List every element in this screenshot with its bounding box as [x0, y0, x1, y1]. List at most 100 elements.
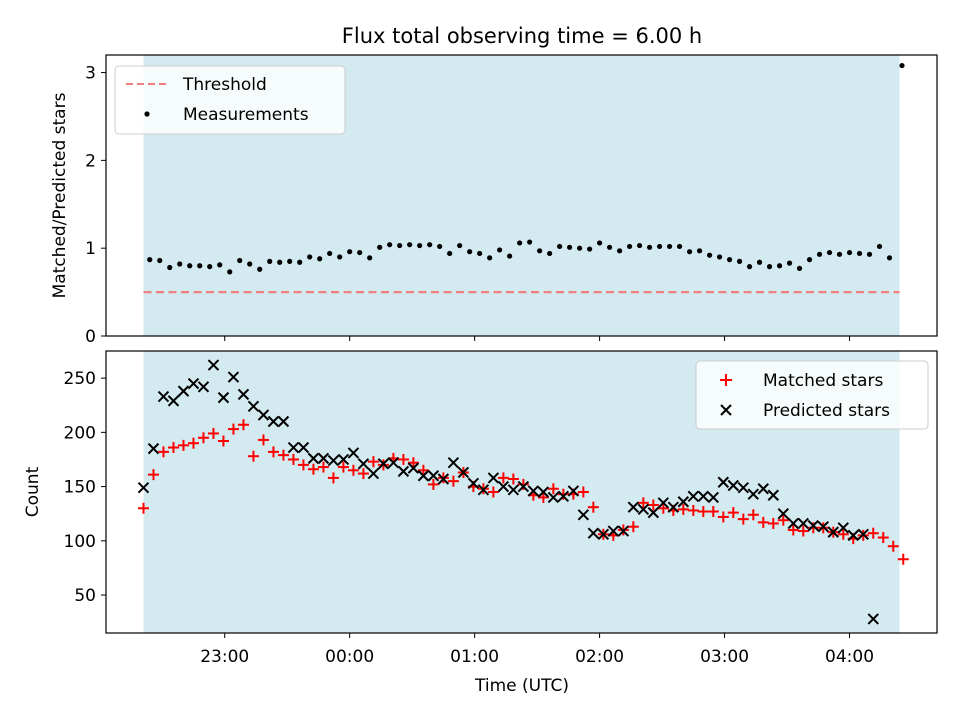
predicted-point — [727, 479, 740, 492]
matched-point — [137, 502, 149, 514]
predicted-point — [857, 528, 869, 541]
predicted-point — [377, 458, 390, 470]
matched-point — [787, 524, 799, 536]
predicted-point — [167, 395, 180, 407]
matched-point — [337, 461, 349, 473]
measurement-point — [886, 255, 893, 261]
predicted-point — [177, 385, 190, 397]
matched-point — [577, 486, 589, 498]
measurement-point — [477, 250, 483, 257]
matched-point — [287, 453, 299, 465]
count-legend: Matched stars Predicted stars — [695, 360, 929, 430]
measurement-point — [587, 246, 593, 252]
matched-point — [537, 491, 549, 503]
measurement-point — [826, 249, 833, 256]
matched-point — [177, 439, 189, 451]
ratio-measurements — [147, 62, 905, 275]
count-legend-box — [695, 360, 929, 430]
predicted-point — [197, 381, 210, 393]
predicted-point — [487, 472, 500, 484]
measurement-point — [766, 264, 773, 270]
y-tick-label: 200 — [64, 423, 96, 443]
predicted-point — [677, 496, 690, 508]
chart-title: Flux total observing time = 6.00 h — [342, 24, 702, 48]
predicted-point — [367, 467, 380, 480]
measurement-point — [736, 258, 743, 264]
ratio-plot-frame — [105, 54, 938, 337]
count-x-axis: 23:00 00:00 01:00 02:00 03:00 04:00 — [200, 633, 874, 667]
predicted-point — [437, 473, 450, 485]
measurement-point — [786, 260, 793, 266]
predicted-point — [667, 501, 680, 513]
measurement-point — [776, 263, 783, 269]
predicted-point — [187, 377, 200, 390]
predicted-point — [337, 453, 350, 466]
predicted-point — [317, 452, 330, 465]
measurement-point — [756, 259, 763, 265]
measurement-point — [636, 242, 643, 249]
predicted-point — [537, 486, 550, 498]
predicted-point — [287, 441, 300, 454]
measurement-point — [676, 243, 683, 250]
matched-point — [747, 509, 759, 521]
matched-point — [257, 434, 269, 446]
predicted-point — [447, 457, 460, 469]
measurement-point — [147, 257, 153, 263]
predicted-point — [587, 527, 600, 539]
predicted-point — [147, 442, 160, 455]
count-panel: 50 100 150 200 250 23:00 00:00 01:00 02:00 03:00… — [23, 350, 938, 696]
matched-point — [367, 456, 379, 468]
matched-point — [887, 540, 899, 552]
predicted-point — [257, 409, 270, 421]
matched-point — [517, 478, 529, 490]
x-tick-label: 02:00 — [575, 647, 624, 667]
matched-point — [497, 472, 509, 484]
predicted-point — [427, 470, 440, 482]
y-tick-label: 100 — [64, 532, 96, 552]
predicted-stars-series — [137, 359, 879, 625]
matched-point — [317, 461, 329, 473]
y-tick-label: 250 — [64, 369, 96, 389]
predicted-point — [527, 485, 540, 497]
predicted-point — [647, 506, 660, 519]
measurement-point — [187, 263, 193, 269]
measurement-point — [656, 243, 663, 250]
matched-point — [447, 475, 459, 487]
measurement-point — [437, 243, 443, 250]
measurement-point — [227, 269, 233, 275]
measurement-point — [457, 242, 463, 249]
ratio-legend: Threshold Measurements — [114, 65, 346, 135]
matched-point — [727, 507, 739, 519]
measurement-point — [846, 249, 853, 256]
predicted-point — [507, 484, 520, 496]
matched-point — [807, 522, 819, 534]
legend-measurements-swatch — [144, 111, 150, 117]
predicted-point — [157, 390, 170, 403]
predicted-point — [627, 501, 640, 513]
ratio-legend-box — [114, 65, 346, 135]
measurement-point — [417, 242, 423, 249]
predicted-point — [637, 503, 650, 516]
measurement-point — [337, 254, 343, 260]
matched-point — [227, 423, 239, 435]
matched-point — [627, 521, 639, 533]
predicted-point — [757, 483, 770, 495]
predicted-point — [467, 477, 480, 490]
predicted-point — [707, 491, 720, 504]
predicted-point — [387, 457, 400, 469]
legend-matched-label: Matched stars — [763, 371, 883, 391]
matched-point — [407, 457, 419, 469]
measurement-point — [696, 248, 703, 254]
matched-point — [767, 517, 779, 529]
x-axis-label: Time (UTC) — [474, 676, 569, 696]
measurement-point — [347, 249, 353, 255]
predicted-point — [837, 522, 849, 534]
matched-point — [147, 469, 159, 481]
measurement-point — [547, 250, 553, 257]
matched-point — [217, 435, 229, 447]
measurement-point — [527, 239, 533, 245]
matched-point — [737, 513, 749, 525]
measurement-point — [517, 240, 523, 246]
count-y-axis: 50 100 150 200 250 — [64, 369, 106, 606]
measurement-point — [616, 248, 623, 254]
